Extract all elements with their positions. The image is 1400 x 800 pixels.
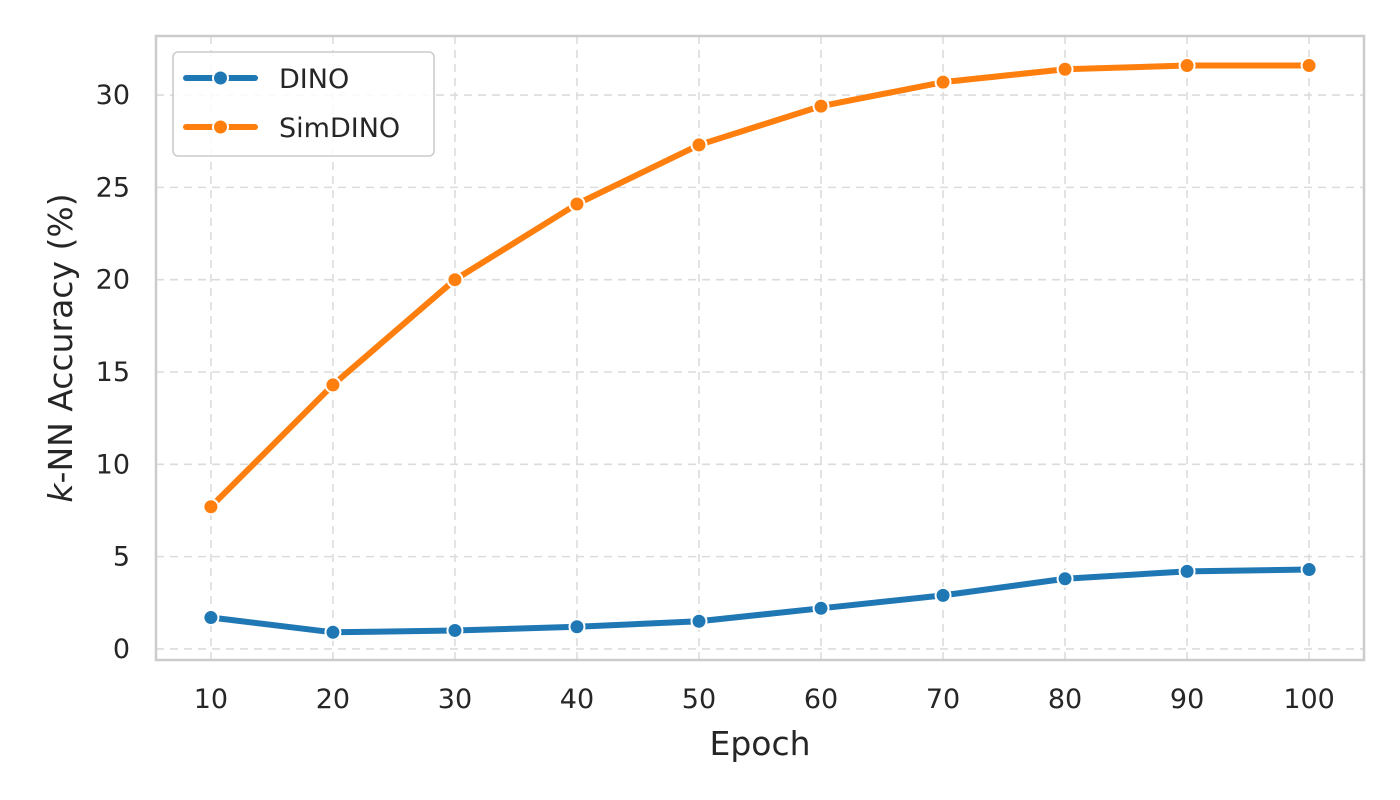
x-tick-label: 80 <box>1048 684 1082 715</box>
y-axis-label: k-NN Accuracy (%) <box>41 193 80 502</box>
data-point-dino <box>934 586 952 604</box>
data-point-simdino <box>446 271 464 289</box>
legend-marker-swatch <box>212 118 229 136</box>
data-point-dino <box>446 621 464 639</box>
series-line-dino <box>207 566 1313 636</box>
y-tick-label: 0 <box>113 634 130 665</box>
x-tick-label: 90 <box>1170 684 1204 715</box>
data-point-dino <box>812 599 830 617</box>
x-tick-label: 20 <box>316 684 350 715</box>
legend-item-simdino: SimDINO <box>183 113 400 144</box>
data-point-dino <box>1056 570 1074 588</box>
data-point-simdino <box>690 136 708 154</box>
x-tick-label: 10 <box>194 684 228 715</box>
series-dino <box>202 561 1318 641</box>
series-layer <box>202 57 1318 641</box>
y-axis-label-prefix: k <box>41 482 80 503</box>
legend-label: SimDINO <box>279 113 400 144</box>
data-point-simdino <box>812 97 830 115</box>
x-tick-label: 30 <box>438 684 472 715</box>
data-point-dino <box>1300 561 1318 579</box>
y-tick-label: 20 <box>96 265 130 296</box>
legend: DINO SimDINO <box>172 51 435 157</box>
grid <box>156 36 1364 660</box>
data-point-simdino <box>1178 57 1196 75</box>
legend-item-dino: DINO <box>183 64 349 95</box>
y-tick-label: 10 <box>96 449 130 480</box>
plot-frame <box>154 34 1366 662</box>
data-point-simdino <box>1300 57 1318 75</box>
y-tick-label: 30 <box>96 80 130 111</box>
data-point-simdino <box>934 73 952 91</box>
legend-label: DINO <box>279 64 349 95</box>
data-point-dino <box>1178 562 1196 580</box>
series-line-simdino <box>207 62 1313 510</box>
legend-items: DINO SimDINO <box>183 64 400 144</box>
data-point-dino <box>202 609 220 627</box>
data-point-simdino <box>1056 60 1074 78</box>
data-point-dino <box>690 612 708 630</box>
series-simdino <box>202 57 1318 516</box>
data-point-simdino <box>568 195 586 213</box>
x-axis-label: Epoch <box>709 724 810 763</box>
x-tick-label: 70 <box>926 684 960 715</box>
data-point-simdino <box>202 498 220 516</box>
y-axis-label-suffix: -NN Accuracy (%) <box>41 193 80 483</box>
legend-marker-swatch <box>212 69 229 87</box>
data-point-simdino <box>324 376 342 394</box>
data-point-dino <box>324 623 342 641</box>
y-tick-label: 5 <box>113 542 130 573</box>
x-tick-label: 50 <box>682 684 716 715</box>
x-tick-label: 40 <box>560 684 594 715</box>
data-point-dino <box>568 618 586 636</box>
y-tick-label: 15 <box>96 357 130 388</box>
x-tick-label: 100 <box>1283 684 1335 715</box>
y-tick-label: 25 <box>96 172 130 203</box>
tick-labels: 10 20 30 40 50 60 70 80 90 100 0 5 10 15 20 25 30 <box>96 80 1335 715</box>
x-tick-label: 60 <box>804 684 838 715</box>
